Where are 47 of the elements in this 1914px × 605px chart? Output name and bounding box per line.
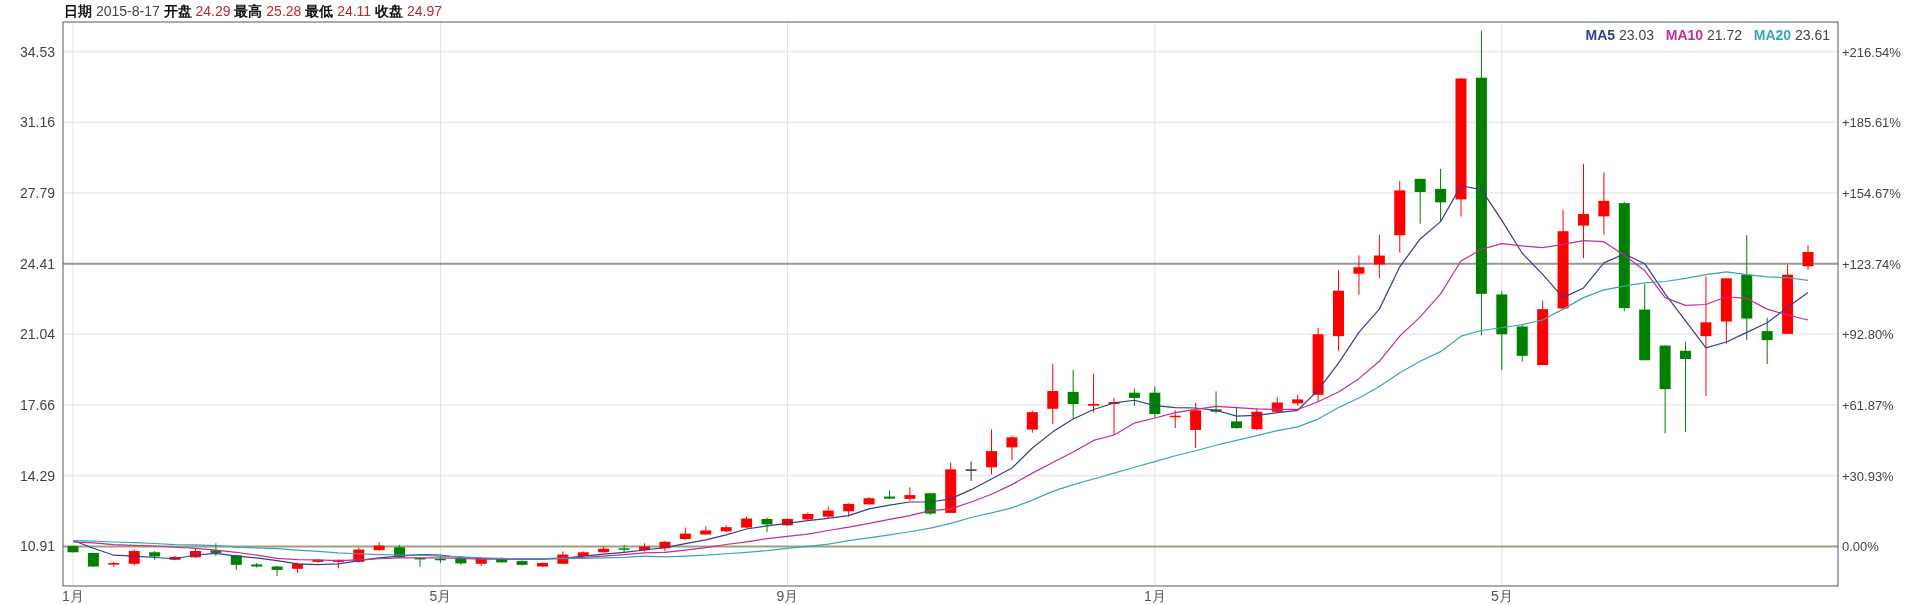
- y2-tick-label: +30.93%: [1842, 468, 1895, 484]
- y-tick-label: 21.04: [19, 326, 56, 343]
- x-tick-label: 5月: [1490, 588, 1513, 604]
- y-tick-label: 17.66: [19, 397, 56, 414]
- candlestick: [1190, 402, 1202, 449]
- y2-tick-label: +216.54%: [1842, 44, 1902, 60]
- legend: MA5 23.03 MA10 21.72 MA20 23.61: [1585, 27, 1830, 43]
- candlestick: [1700, 275, 1712, 397]
- y-tick-label: 24.41: [19, 255, 56, 272]
- candlestick: [1047, 363, 1059, 425]
- x-tick-label: 1月: [1143, 588, 1166, 604]
- y-tick-label: 34.53: [19, 43, 56, 60]
- candlestick: [1373, 234, 1385, 279]
- y-tick-label: 27.79: [19, 184, 56, 201]
- candlestick: [1435, 168, 1447, 222]
- y2-tick-label: +92.80%: [1842, 327, 1895, 343]
- candlestick: [1006, 435, 1018, 461]
- candlestick: [1251, 407, 1263, 431]
- y2-tick-label: +123.74%: [1842, 256, 1902, 272]
- candlestick: [1067, 369, 1079, 419]
- y2-tick-label: +185.61%: [1842, 115, 1902, 131]
- x-tick-label: 1月: [62, 588, 84, 604]
- candlestick: [761, 517, 773, 533]
- candlestick: [1230, 406, 1242, 430]
- candlestick: [1149, 385, 1161, 418]
- candlestick: [1680, 341, 1692, 433]
- candlestick: [1598, 172, 1610, 236]
- y2-tick-label: 0.00%: [1842, 539, 1880, 555]
- candlestick: [1577, 163, 1589, 259]
- candlestick: [1353, 254, 1365, 296]
- y-tick-label: 10.91: [19, 538, 56, 555]
- candlestick: [1026, 410, 1038, 434]
- candlestick: [1761, 317, 1773, 365]
- chart-title: 日期 2015-8-17 开盘 24.29 最高 25.28 最低 24.11 收盘 24.97: [64, 3, 442, 19]
- candlestick: [904, 486, 916, 502]
- y2-tick-label: +61.87%: [1842, 398, 1895, 414]
- y2-tick-label: +154.67%: [1842, 186, 1902, 202]
- candlestick: [618, 544, 630, 553]
- candlestick: [1088, 373, 1100, 414]
- y-tick-label: 31.16: [19, 114, 56, 131]
- candlestick: [1802, 244, 1814, 271]
- x-tick-label: 9月: [776, 588, 799, 604]
- candlestick: [986, 429, 998, 475]
- y-tick-label: 14.29: [19, 467, 56, 484]
- x-tick-label: 5月: [429, 588, 452, 604]
- candlestick: [965, 461, 977, 482]
- candlestick: [1414, 178, 1426, 225]
